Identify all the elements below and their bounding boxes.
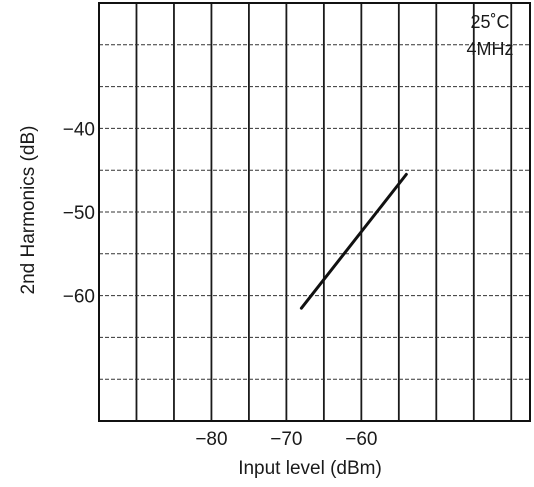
plot-frame — [98, 2, 531, 422]
x-tick-label: −60 — [345, 429, 377, 450]
x-axis-title: Input level (dBm) — [238, 458, 382, 479]
x-tick-label: −70 — [270, 429, 302, 450]
y-tick-labels: −40 −50 −60 — [63, 119, 95, 307]
annotation-frequency: 4MHz — [466, 39, 513, 59]
y-tick-label: −50 — [63, 203, 95, 224]
x-tick-labels: −80 −70 −60 — [195, 429, 377, 450]
y-tick-label: −60 — [63, 287, 95, 308]
y-axis-title: 2nd Harmonics (dB) — [18, 126, 39, 295]
series-line — [299, 172, 408, 310]
series-layer — [299, 172, 408, 310]
y-tick-label: −40 — [63, 119, 95, 140]
grid-lines — [99, 3, 530, 421]
annotation-temperature: 25˚C — [470, 12, 509, 32]
x-tick-label: −80 — [195, 429, 227, 450]
